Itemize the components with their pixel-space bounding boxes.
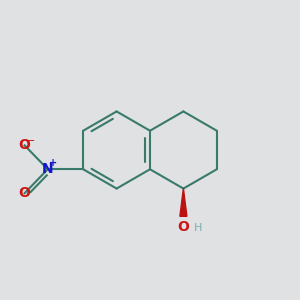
Text: +: + bbox=[49, 158, 57, 168]
Text: O: O bbox=[19, 138, 31, 152]
Text: O: O bbox=[178, 220, 189, 234]
Text: O: O bbox=[19, 186, 31, 200]
Text: −: − bbox=[26, 136, 35, 146]
Text: N: N bbox=[42, 162, 54, 176]
Polygon shape bbox=[180, 189, 187, 216]
Text: H: H bbox=[194, 223, 202, 232]
